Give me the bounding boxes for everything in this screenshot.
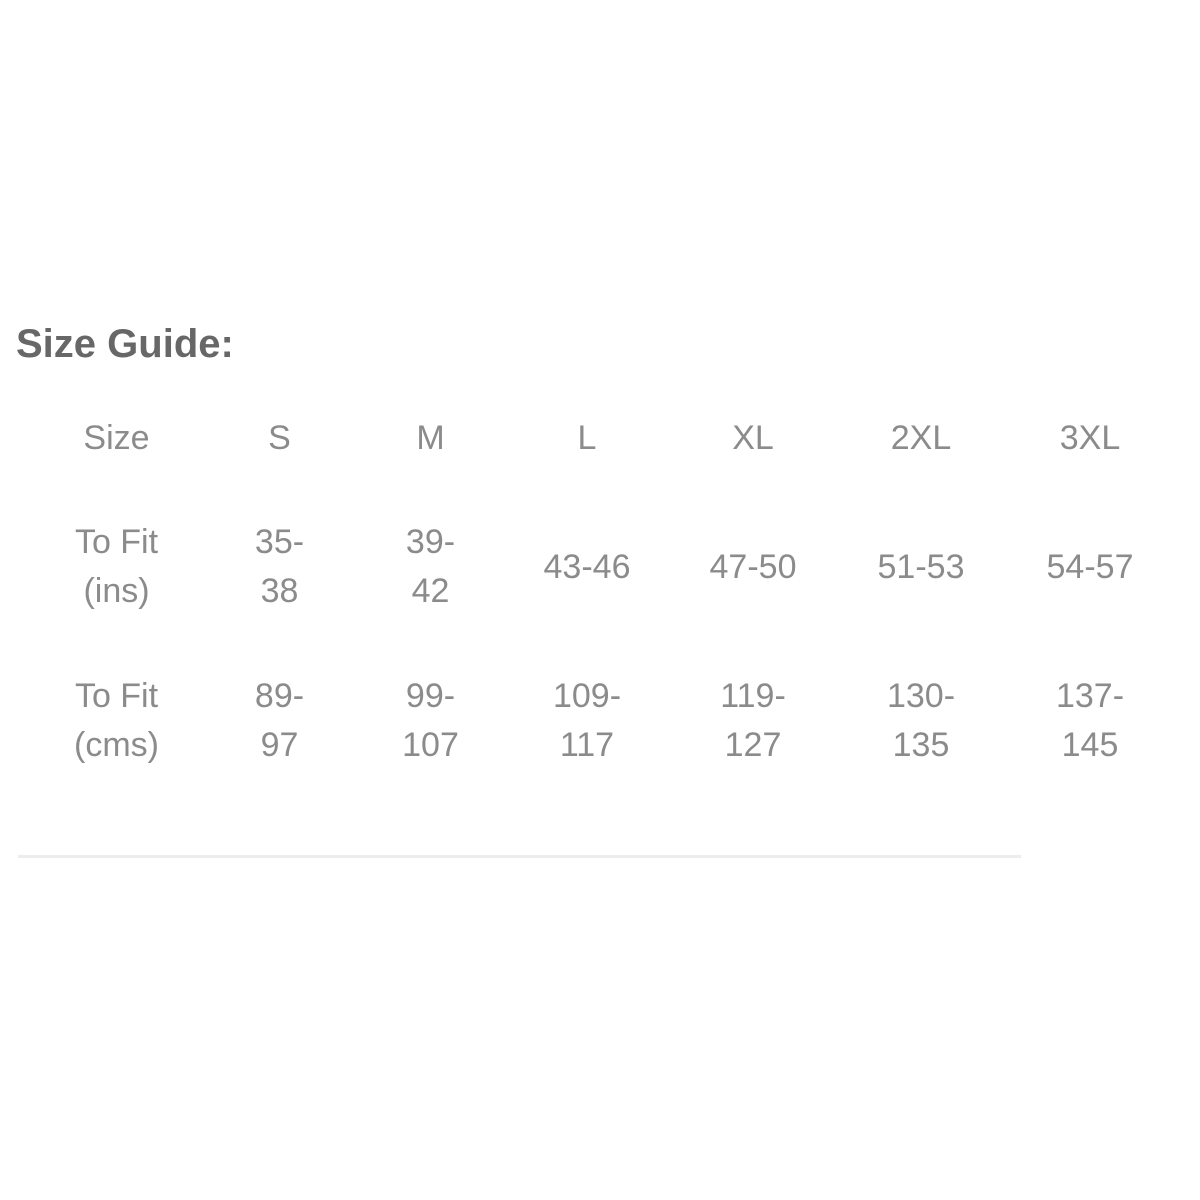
cell-ins-m: 39- 42 xyxy=(405,523,456,610)
col-header-l: L xyxy=(577,418,597,457)
cell-cms-s: 89- 97 xyxy=(254,677,305,764)
table-row-to-fit-cms: To Fit (cms) 89- 97 99- 107 109- 117 119… xyxy=(30,644,1175,798)
cell-cms-xl: 119- 127 xyxy=(720,677,786,764)
table-header-row: Size S M L XL 2XL 3XL xyxy=(30,386,1175,490)
col-header-3xl: 3XL xyxy=(1059,418,1121,457)
cell-cms-l: 109- 117 xyxy=(552,677,622,764)
col-header-s: S xyxy=(268,418,291,457)
cell-cms-m: 99- 107 xyxy=(402,677,459,764)
size-guide-title: Size Guide: xyxy=(16,322,234,366)
cell-ins-xl: 47-50 xyxy=(709,547,797,586)
cell-ins-l: 43-46 xyxy=(543,547,631,586)
table-row-to-fit-ins: To Fit (ins) 35- 38 39- 42 43-46 47-50 5… xyxy=(30,490,1175,644)
col-header-2xl: 2XL xyxy=(890,418,952,457)
cell-ins-2xl: 51-53 xyxy=(877,547,965,586)
cell-cms-3xl: 137- 145 xyxy=(1055,677,1125,764)
col-header-xl: XL xyxy=(732,418,774,457)
size-guide-table: Size S M L XL 2XL 3XL To Fit (ins) 35- 3… xyxy=(30,386,1175,798)
col-header-size: Size xyxy=(83,418,150,457)
row-label-to-fit-ins: To Fit (ins) xyxy=(74,523,159,610)
col-header-m: M xyxy=(416,418,445,457)
cell-cms-2xl: 130- 135 xyxy=(886,677,956,764)
row-label-to-fit-cms: To Fit (cms) xyxy=(74,677,159,764)
divider-line xyxy=(18,855,1021,858)
cell-ins-3xl: 54-57 xyxy=(1046,547,1134,586)
cell-ins-s: 35- 38 xyxy=(254,523,305,610)
